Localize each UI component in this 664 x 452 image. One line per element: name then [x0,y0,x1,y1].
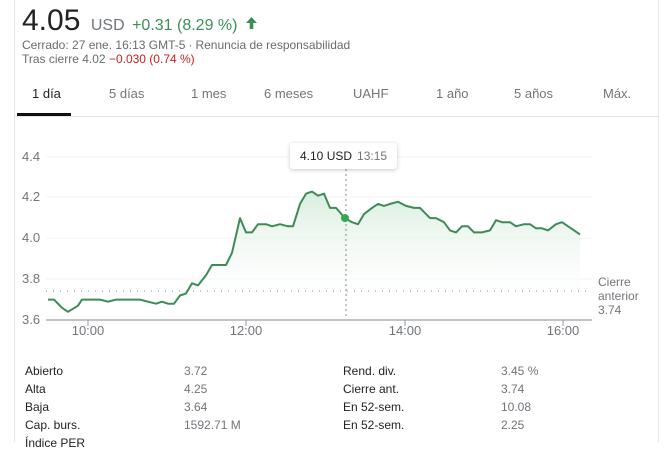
stat-label: Cierre ant. [343,382,400,396]
stat-value: 3.64 [184,400,208,414]
prev-close-line1: Cierre [598,275,631,289]
tooltip-price: 4.10 USD [300,149,353,163]
previous-close-label: Cierre anterior 3.74 [598,275,639,317]
stat-value: 4.25 [184,382,208,396]
tab-5-dias[interactable]: 5 días [109,86,145,101]
after-hours-price: Tras cierre 4.02 [22,52,106,66]
current-price: 4.05 [22,4,81,37]
tab-5-anos[interactable]: 5 años [514,86,554,101]
closed-status: Cerrado: 27 ene. 16:13 GMT-5 [22,38,186,52]
y-tick-4-0: 4.0 [22,230,41,245]
price-chart[interactable]: 4.4 4.2 4.0 3.8 3.6 10:00 12:00 14:00 16… [0,117,664,349]
after-hours: Tras cierre 4.02 −0.030 (0.74 %) [22,52,195,66]
range-tabs: 1 día 5 días 1 mes 6 meses UAHF 1 año 5 … [14,76,658,117]
stat-row: En 52-sem. 10.08 [343,398,538,416]
quote-header: 4.05 USD +0.31 (8.29 %) [22,4,257,38]
stats-left-column: Abierto 3.72 Alta 4.25 Baja 3.64 Cap. burs.… [25,362,241,452]
x-tick-16: 16:00 [546,323,580,338]
stat-value: 3.72 [184,364,208,378]
stat-label: Abierto [25,364,64,378]
y-tick-3-6: 3.6 [22,312,41,327]
x-tick-14: 14:00 [388,323,422,338]
y-tick-4-4: 4.4 [22,149,41,164]
x-tick-10: 10:00 [71,323,105,338]
stat-label: Rend. div. [343,364,397,378]
stat-value: 2.25 [501,418,525,432]
stat-row: Rend. div. 3.45 % [343,362,538,380]
price-line [48,190,581,313]
after-hours-change: −0.030 (0.74 %) [108,52,195,66]
stat-row: Cierre ant. 3.74 [343,380,538,398]
y-tick-3-8: 3.8 [22,271,41,286]
stat-label: Baja [25,400,50,414]
stat-label: En 52-sem. [343,418,405,432]
stat-row: Alta 4.25 [25,380,241,398]
stats-right-column: Rend. div. 3.45 % Cierre ant. 3.74 En 52-s… [343,362,538,434]
disclaimer-link[interactable]: Renuncia de responsabilidad [195,38,351,52]
stat-value: 10.08 [501,400,532,414]
x-tick-12: 12:00 [229,323,263,338]
tab-1-mes[interactable]: 1 mes [191,86,227,101]
chart-tooltip: 4.10 USD 13:15 [290,143,398,169]
y-tick-4-2: 4.2 [22,189,41,204]
separator: · [188,38,193,52]
stat-label: Índice PER [25,436,86,450]
tab-uahf[interactable]: UAHF [353,86,389,101]
currency-label: USD [90,17,125,34]
active-tab-indicator [17,113,71,116]
stat-row: Cap. burs. 1592.71 M [25,416,241,434]
stat-label: En 52-sem. [343,400,405,414]
price-area-fill [48,191,580,312]
stat-value: 3.74 [501,382,525,396]
prev-close-line2: anterior [598,289,639,303]
arrow-up-icon [245,16,257,34]
stat-row: En 52-sem. 2.25 [343,416,538,434]
stat-label: Cap. burs. [25,418,81,432]
stat-row: Abierto 3.72 [25,362,241,380]
stat-value: 1592.71 M [184,418,241,432]
stat-row: Baja 3.64 [25,398,241,416]
stat-label: Alta [25,382,46,396]
prev-close-value: 3.74 [598,303,622,317]
left-border [14,0,15,442]
stat-row: Índice PER [25,434,241,452]
tab-1-ano[interactable]: 1 año [436,86,469,101]
price-change: +0.31 (8.29 %) [132,17,238,34]
x-axis-ticks [87,320,564,326]
market-status: Cerrado: 27 ene. 16:13 GMT-5 · Renuncia de… [22,38,350,52]
tab-1-dia[interactable]: 1 día [32,86,61,101]
tooltip-time: 13:15 [357,149,388,163]
stat-value: 3.45 % [501,364,539,378]
tab-max[interactable]: Máx. [603,86,632,101]
right-border [658,0,659,442]
crosshair-point [341,214,349,223]
tab-6-meses[interactable]: 6 meses [264,86,314,101]
